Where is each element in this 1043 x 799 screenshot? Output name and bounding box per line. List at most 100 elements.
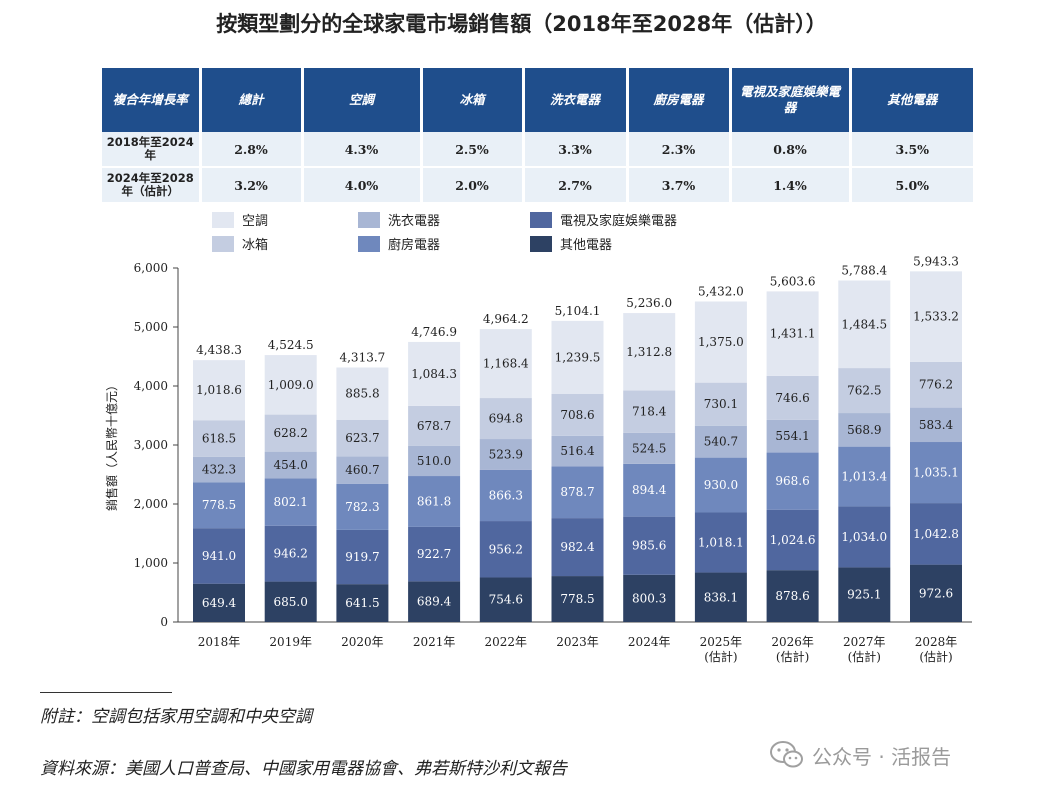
bar-value-label: 985.6	[632, 539, 666, 553]
legend-swatch	[358, 211, 380, 228]
bar-segment	[838, 446, 891, 507]
bar-segment	[408, 526, 461, 582]
bar-segment	[336, 529, 389, 585]
bar-segment	[838, 280, 891, 369]
bar-value-label: 628.2	[274, 426, 308, 440]
table-header: 複合年增長率	[102, 68, 202, 132]
bar-value-label: 568.9	[847, 423, 881, 437]
table-cell: 2.7%	[523, 167, 629, 202]
bar-segment	[551, 320, 604, 394]
bar-segment	[766, 375, 819, 420]
bar-segment	[193, 420, 245, 457]
bar-value-label: 1,239.5	[555, 350, 601, 364]
legend-swatch	[530, 211, 552, 228]
bar-segment	[264, 581, 317, 622]
bar-segment	[766, 419, 819, 453]
bar-total-label: 4,746.9	[411, 325, 457, 339]
bar-value-label: 930.0	[704, 478, 738, 492]
bar-segment	[193, 583, 245, 622]
bar-total-label: 5,236.0	[626, 296, 672, 310]
bar-value-label: 641.5	[345, 596, 379, 610]
bar-segment	[910, 564, 962, 622]
bar-segment	[766, 570, 819, 622]
bar-value-label: 649.4	[202, 596, 237, 610]
x-tick-label: 2018年	[198, 635, 241, 649]
table-cell: 3.7%	[627, 167, 732, 202]
table-cell: 2.3%	[627, 132, 732, 168]
x-tick-label: 2027年	[843, 635, 886, 649]
bar-segment	[694, 425, 747, 458]
bar-segment	[336, 419, 389, 457]
bar-segment	[694, 572, 747, 622]
bar-value-label: 925.1	[847, 588, 881, 602]
bar-segment	[336, 456, 389, 484]
bar-value-label: 956.2	[489, 542, 523, 556]
bar-value-label: 1,034.0	[841, 530, 887, 544]
bar-value-label: 866.3	[489, 489, 523, 503]
bar-value-label: 972.6	[919, 586, 953, 600]
x-tick-label: (估計)	[848, 649, 881, 664]
bar-value-label: 1,484.5	[841, 317, 887, 331]
bar-segment	[479, 469, 532, 522]
x-tick-label: 2023年	[556, 635, 599, 649]
table-cell: 2.5%	[421, 132, 525, 168]
legend-swatch	[212, 235, 234, 252]
bar-value-label: 524.5	[632, 441, 666, 455]
table-cell: 1.4%	[730, 167, 852, 202]
bar-value-label: 1,013.4	[841, 470, 887, 484]
bar-segment	[551, 518, 604, 577]
legend-label: 電視及家庭娛樂電器	[560, 214, 678, 229]
x-tick-label: 2025年	[700, 635, 743, 649]
bar-segment	[193, 482, 245, 529]
bar-value-label: 778.5	[560, 592, 594, 606]
bar-segment	[623, 516, 676, 575]
bar-value-label: 554.1	[775, 429, 809, 443]
bar-segment	[766, 452, 819, 510]
bar-segment	[623, 432, 676, 464]
bar-segment	[408, 581, 461, 622]
bar-segment	[264, 451, 317, 479]
bar-segment	[336, 367, 389, 420]
bar-segment	[479, 577, 532, 622]
table-cell: 2.8%	[200, 132, 304, 168]
bar-value-label: 754.6	[489, 593, 523, 607]
bar-segment	[551, 435, 604, 467]
y-tick-label: 1,000	[134, 556, 168, 570]
x-tick-label: 2019年	[269, 635, 312, 649]
bar-segment	[623, 463, 676, 517]
table-cell: 3.5%	[850, 132, 973, 168]
bar-segment	[910, 503, 962, 565]
bar-segment	[910, 361, 962, 408]
bar-value-label: 454.0	[274, 458, 308, 472]
y-tick-label: 2,000	[134, 497, 168, 511]
bar-value-label: 1,035.1	[913, 466, 959, 480]
bar-segment	[479, 521, 532, 578]
bar-value-label: 782.3	[345, 500, 379, 514]
bar-segment	[838, 413, 891, 447]
source-note: 資料來源：美國人口普查局、中國家用電器協會、弗若斯特沙利文報告	[40, 759, 567, 779]
bar-total-label: 4,524.5	[268, 338, 314, 352]
x-tick-label: (估計)	[776, 649, 809, 664]
x-tick-label: 2021年	[413, 635, 456, 649]
y-tick-label: 4,000	[134, 379, 168, 393]
bar-value-label: 1,312.8	[626, 345, 672, 359]
bar-value-label: 894.4	[632, 483, 667, 497]
bar-value-label: 623.7	[345, 431, 379, 445]
bar-value-label: 919.7	[345, 550, 379, 564]
legend-item: 電視及家庭娛樂電器	[530, 210, 677, 229]
bar-value-label: 778.5	[202, 498, 236, 512]
bar-value-label: 885.8	[345, 387, 379, 401]
bar-value-label: 618.5	[202, 431, 236, 445]
bar-segment	[193, 528, 245, 584]
bar-value-label: 1,024.6	[770, 533, 816, 547]
bar-total-label: 4,438.3	[196, 343, 242, 357]
table-row: 2018年至2024年 2.8% 4.3% 2.5% 3.3% 2.3% 0.8…	[102, 132, 973, 168]
y-tick-label: 0	[160, 615, 168, 629]
table-cell: 4.0%	[302, 167, 423, 202]
bar-segment	[551, 576, 604, 622]
bar-segment	[264, 414, 317, 452]
legend-item: 廚房電器	[358, 234, 440, 253]
bar-value-label: 878.6	[775, 589, 809, 603]
table-cell: 3.3%	[523, 132, 629, 168]
table-cell: 5.0%	[850, 167, 973, 202]
